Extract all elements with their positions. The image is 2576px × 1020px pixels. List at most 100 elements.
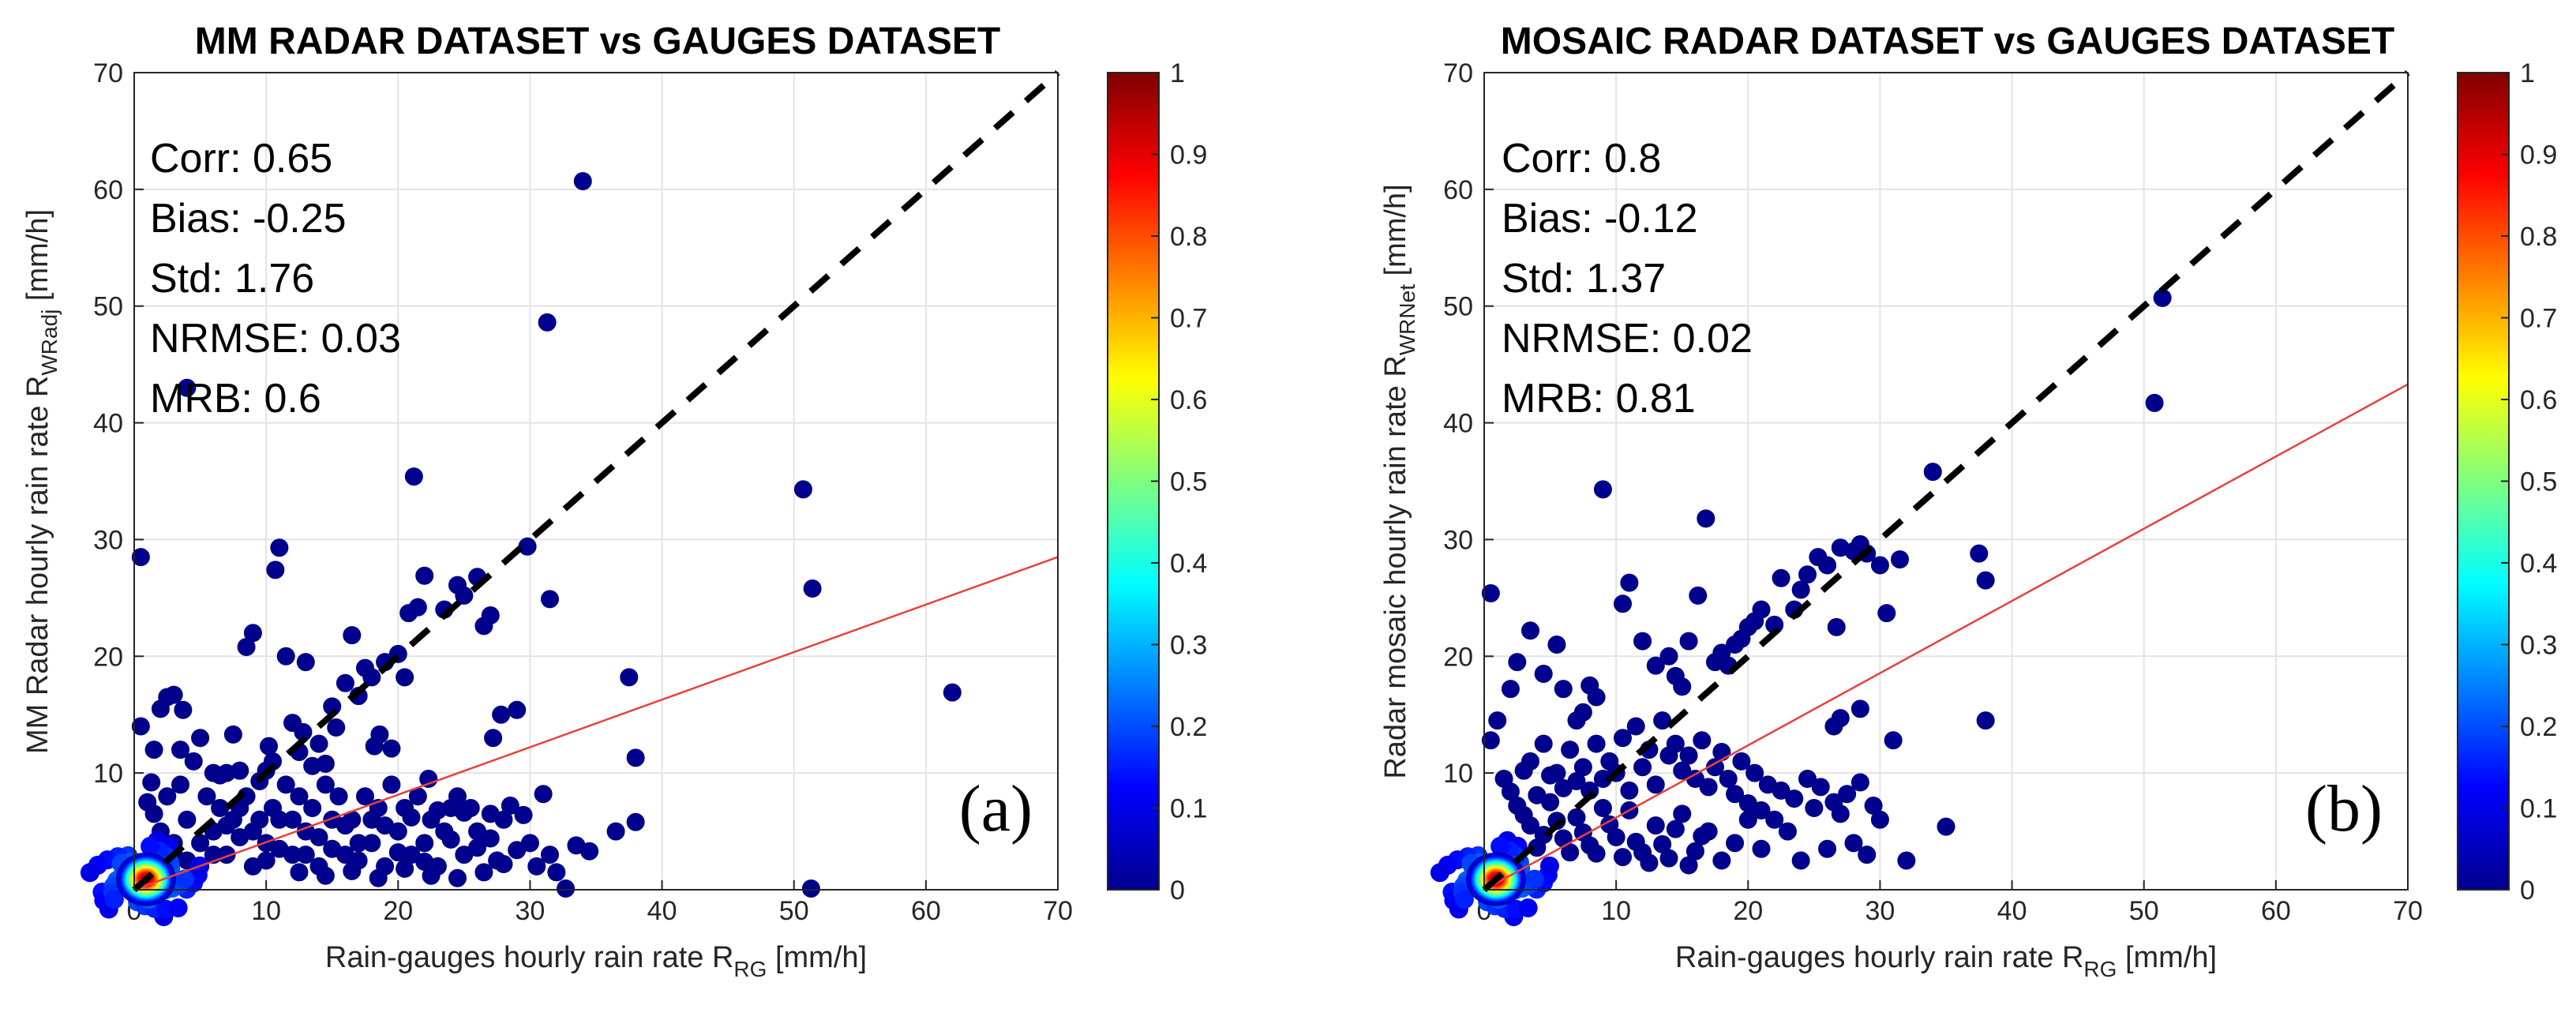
data-point [1593, 799, 1612, 817]
data-point [309, 734, 328, 753]
data-point [388, 843, 407, 862]
data-point [316, 754, 335, 773]
colorbar-tick-label: 0.8 [1170, 222, 1207, 252]
data-point [1673, 804, 1692, 823]
data-point [1976, 571, 1995, 590]
data-point [1752, 600, 1771, 619]
data-point [1891, 550, 1909, 569]
data-point [1494, 770, 1513, 789]
data-point [415, 834, 434, 853]
data-point [296, 846, 315, 864]
data-point [1539, 856, 1559, 876]
y-axis-label-unit: [mm/h] [1379, 184, 1412, 284]
data-point [484, 729, 503, 748]
data-point [1798, 565, 1817, 584]
data-point [316, 866, 335, 885]
colorbar-tick-label: 0.3 [2520, 631, 2557, 661]
y-tick-label: 50 [93, 292, 123, 322]
data-point [197, 787, 216, 806]
data-point [1666, 819, 1685, 838]
data-point [1844, 834, 1863, 853]
data-point [184, 752, 203, 771]
data-point [527, 857, 546, 876]
data-point [1778, 822, 1797, 841]
data-point [1547, 636, 1566, 654]
data-point [144, 741, 163, 759]
stat-text: MRB: 0.81 [1502, 376, 1696, 422]
data-point [1693, 827, 1712, 846]
data-point [1765, 810, 1784, 829]
x-tick-label: 50 [2129, 896, 2159, 926]
data-point [1561, 741, 1580, 759]
data-point [362, 834, 381, 853]
data-point [1614, 594, 1632, 613]
data-point [370, 725, 389, 744]
data-point [1508, 653, 1527, 672]
data-point [1870, 556, 1889, 575]
colorbar-tick-label: 0.1 [1170, 794, 1207, 824]
y-tick-label: 10 [93, 759, 123, 789]
x-axis-label-main: Rain-gauges hourly rain rate R [1675, 941, 2084, 974]
data-point [270, 839, 289, 858]
data-point [1646, 775, 1665, 794]
y-tick-label: 40 [93, 409, 123, 439]
data-point [1626, 717, 1645, 736]
data-point [323, 839, 342, 858]
data-point [191, 729, 210, 748]
colorbar-tick-label: 0 [2520, 876, 2535, 906]
data-point [376, 816, 395, 835]
data-point [1633, 632, 1652, 651]
data-point [174, 869, 194, 889]
data-point [1673, 761, 1692, 780]
data-point [290, 863, 309, 882]
x-axis-label-unit: [mm/h] [767, 941, 867, 974]
data-point [1745, 763, 1764, 782]
data-point [1524, 869, 1544, 889]
x-axis-label: Rain-gauges hourly rain rate RRG [mm/h] [1675, 941, 2217, 981]
data-point [1897, 851, 1916, 870]
data-point [283, 810, 302, 829]
data-point [1850, 773, 1869, 792]
data-point [1640, 853, 1659, 872]
y-tick-label: 60 [93, 175, 123, 205]
data-point [1923, 463, 1942, 482]
data-point [1858, 846, 1877, 864]
y-axis-label: MM Radar hourly rain rate RWRadj [mm/h] [21, 209, 62, 754]
colorbar-tick-label: 1 [1170, 58, 1185, 88]
data-point [1430, 863, 1449, 883]
data-point [1679, 632, 1698, 651]
data-point [1567, 808, 1586, 827]
data-point [538, 313, 557, 332]
data-point [534, 785, 553, 804]
scatter-points [1481, 288, 2172, 875]
data-point [415, 853, 434, 872]
data-point [1620, 573, 1639, 592]
y-tick-label: 30 [1443, 525, 1473, 555]
data-point [1646, 656, 1665, 675]
data-point [1554, 680, 1573, 699]
data-point [349, 851, 368, 870]
data-point [1573, 703, 1592, 722]
data-point [1587, 844, 1606, 863]
data-point [1528, 786, 1547, 804]
data-point [142, 773, 161, 792]
data-point [336, 816, 354, 835]
data-point [1884, 731, 1903, 750]
y-tick-label: 10 [1443, 759, 1473, 789]
data-point [415, 566, 434, 585]
data-point [557, 879, 576, 898]
data-point [1827, 617, 1846, 636]
data-point [1518, 898, 1538, 917]
data-point [1772, 781, 1790, 800]
data-point [1521, 621, 1539, 640]
data-point [327, 718, 346, 737]
axes-box [1483, 72, 2409, 891]
x-tick-label: 20 [1733, 896, 1763, 926]
x-tick-label: 30 [1865, 896, 1895, 926]
colorbar-tick-label: 0.4 [2520, 549, 2557, 579]
data-point [1798, 770, 1817, 789]
stat-text: NRMSE: 0.02 [1502, 316, 1753, 362]
one-to-one-line [132, 70, 1060, 892]
data-point [793, 480, 812, 499]
data-point [1541, 766, 1560, 785]
